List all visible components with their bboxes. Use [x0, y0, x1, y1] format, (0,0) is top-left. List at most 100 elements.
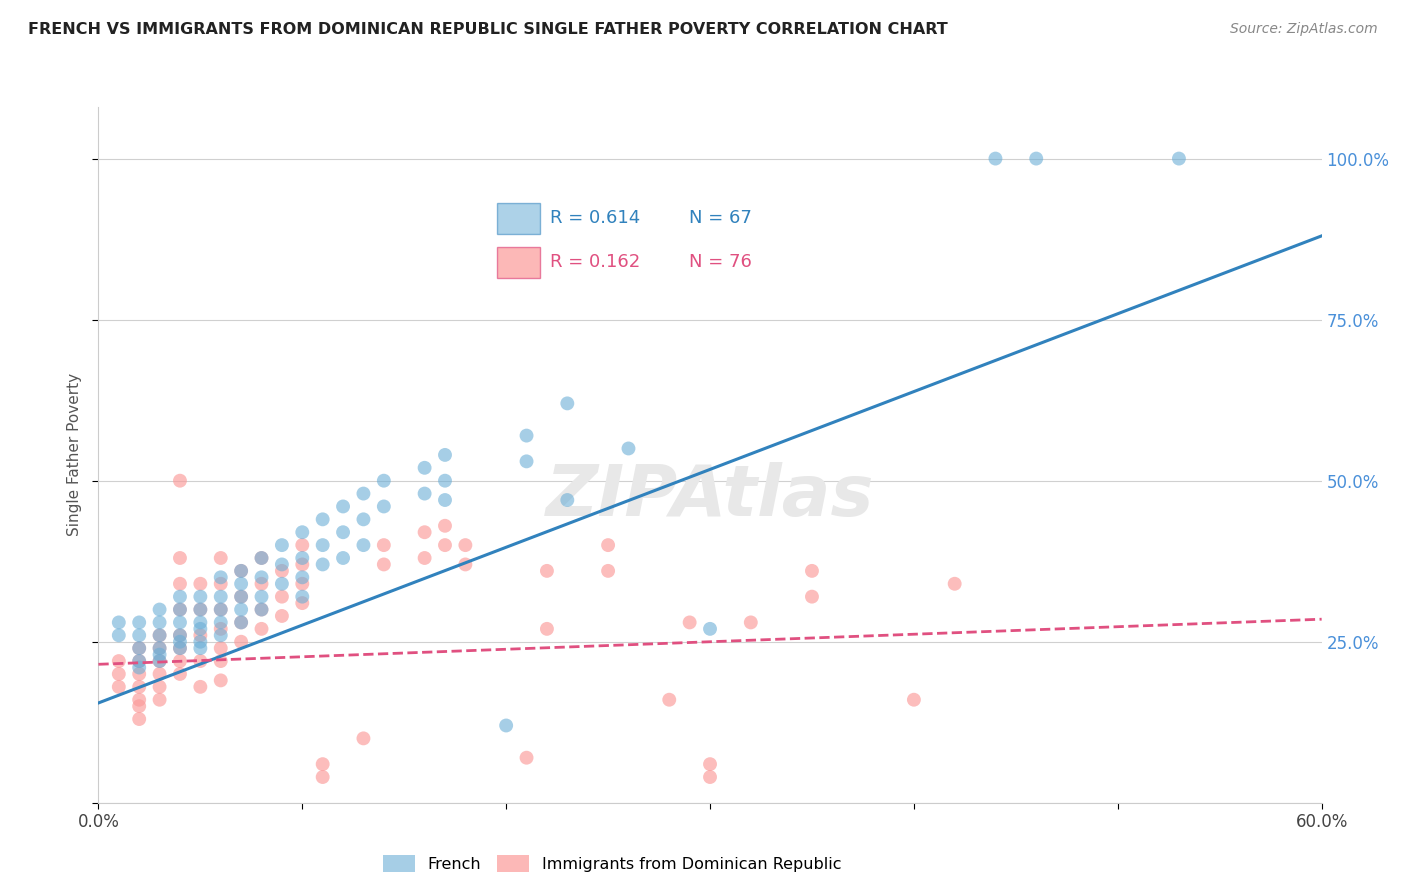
- Point: [943, 576, 966, 591]
- Point: [250, 622, 273, 636]
- Point: [231, 615, 253, 630]
- Point: [128, 641, 150, 656]
- Point: [373, 558, 395, 572]
- Point: [231, 564, 253, 578]
- Point: [352, 538, 374, 552]
- Point: [188, 654, 212, 668]
- Point: [209, 602, 232, 616]
- Point: [188, 576, 212, 591]
- Point: [291, 538, 314, 552]
- Point: [699, 622, 721, 636]
- Point: [149, 641, 172, 656]
- Point: [169, 615, 191, 630]
- Point: [250, 590, 273, 604]
- Point: [332, 500, 354, 514]
- Point: [413, 551, 436, 566]
- Point: [270, 564, 294, 578]
- Point: [291, 525, 314, 540]
- Text: N = 76: N = 76: [689, 252, 751, 270]
- Point: [332, 525, 354, 540]
- Point: [270, 558, 294, 572]
- Point: [352, 512, 374, 526]
- Point: [679, 615, 702, 630]
- Point: [169, 551, 191, 566]
- Point: [169, 628, 191, 642]
- Point: [149, 692, 172, 706]
- Point: [231, 590, 253, 604]
- Point: [149, 680, 172, 694]
- Point: [169, 576, 191, 591]
- Point: [454, 558, 477, 572]
- Point: [128, 654, 150, 668]
- Point: [149, 654, 172, 668]
- Point: [209, 641, 232, 656]
- Point: [332, 551, 354, 566]
- Point: [149, 628, 172, 642]
- Point: [188, 615, 212, 630]
- Point: [209, 590, 232, 604]
- Point: [128, 641, 150, 656]
- Text: R = 0.614: R = 0.614: [550, 209, 640, 227]
- Point: [291, 576, 314, 591]
- Point: [231, 590, 253, 604]
- Point: [270, 609, 294, 624]
- Point: [108, 654, 131, 668]
- Point: [188, 628, 212, 642]
- Point: [128, 692, 150, 706]
- Point: [231, 615, 253, 630]
- Point: [312, 558, 335, 572]
- Point: [312, 512, 335, 526]
- Point: [169, 667, 191, 681]
- Point: [128, 615, 150, 630]
- Point: [699, 757, 721, 772]
- Point: [312, 770, 335, 784]
- Point: [352, 486, 374, 500]
- Point: [801, 564, 824, 578]
- Point: [169, 628, 191, 642]
- Point: [209, 551, 232, 566]
- Point: [250, 551, 273, 566]
- Point: [434, 538, 457, 552]
- Point: [250, 570, 273, 584]
- Point: [231, 576, 253, 591]
- Point: [108, 615, 131, 630]
- Point: [209, 622, 232, 636]
- Point: [188, 602, 212, 616]
- Point: [128, 654, 150, 668]
- Point: [128, 699, 150, 714]
- Point: [291, 590, 314, 604]
- Point: [188, 641, 212, 656]
- Point: [598, 538, 620, 552]
- Point: [984, 152, 1007, 166]
- Point: [231, 634, 253, 648]
- Point: [128, 628, 150, 642]
- Point: [536, 622, 558, 636]
- Point: [740, 615, 762, 630]
- Point: [1025, 152, 1047, 166]
- Point: [516, 454, 538, 468]
- Point: [169, 602, 191, 616]
- Text: N = 67: N = 67: [689, 209, 751, 227]
- Point: [231, 602, 253, 616]
- Point: [149, 641, 172, 656]
- Point: [169, 602, 191, 616]
- Point: [801, 590, 824, 604]
- Text: FRENCH VS IMMIGRANTS FROM DOMINICAN REPUBLIC SINGLE FATHER POVERTY CORRELATION C: FRENCH VS IMMIGRANTS FROM DOMINICAN REPU…: [28, 22, 948, 37]
- Point: [1167, 152, 1189, 166]
- Point: [169, 474, 191, 488]
- Point: [128, 680, 150, 694]
- Point: [658, 692, 681, 706]
- Point: [270, 590, 294, 604]
- Point: [169, 641, 191, 656]
- Point: [617, 442, 640, 456]
- Point: [149, 654, 172, 668]
- Point: [250, 602, 273, 616]
- Point: [250, 551, 273, 566]
- Point: [209, 615, 232, 630]
- Point: [128, 712, 150, 726]
- Point: [108, 667, 131, 681]
- Point: [291, 596, 314, 610]
- Point: [516, 428, 538, 442]
- Point: [169, 634, 191, 648]
- Point: [270, 576, 294, 591]
